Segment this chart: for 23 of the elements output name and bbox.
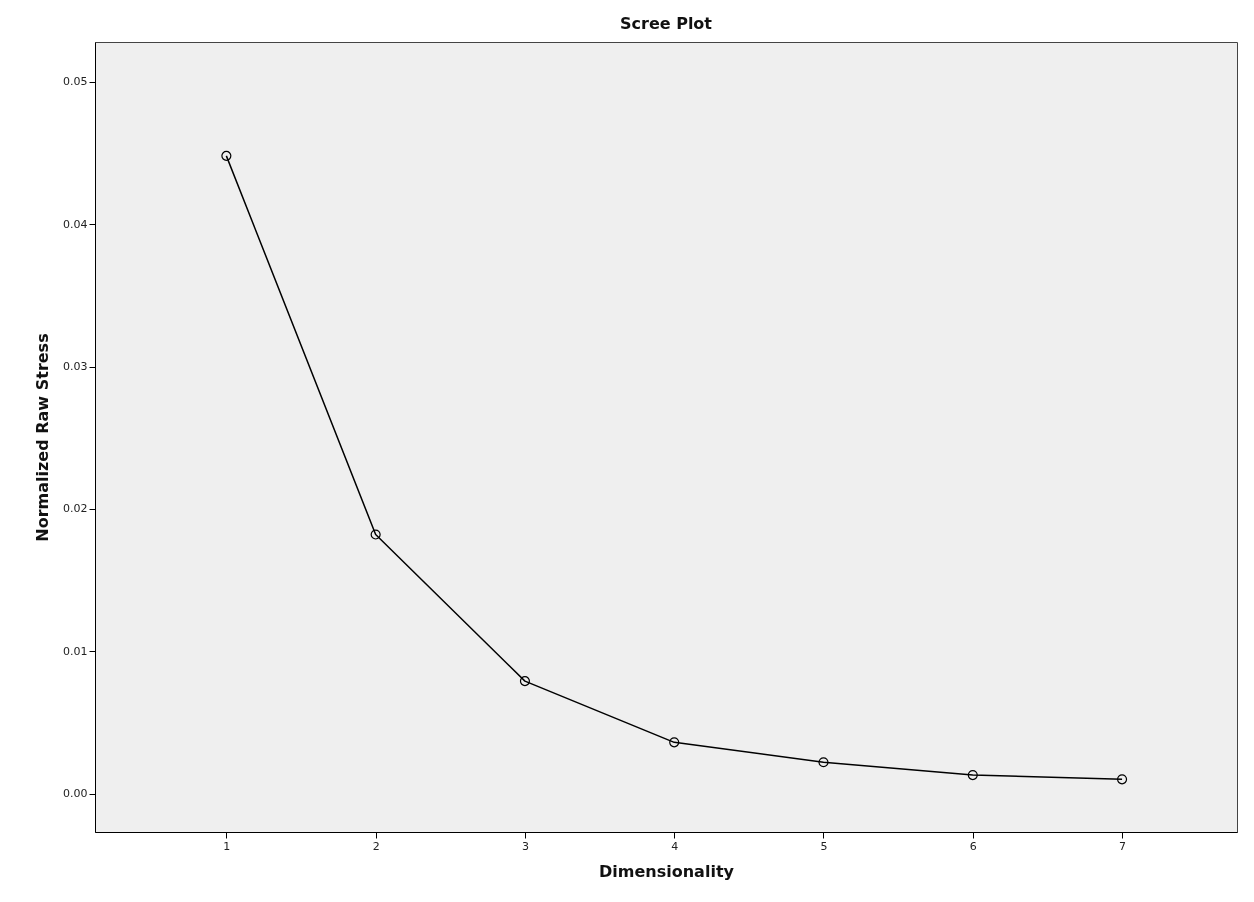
y-tick-label: 0.03: [63, 360, 88, 374]
point: [370, 529, 381, 540]
point: [669, 737, 680, 748]
x-axis-title: Dimensionality: [599, 861, 735, 881]
point: [967, 770, 978, 781]
y-tick-label: 0.05: [63, 75, 88, 89]
y-tick-label: 0.00: [63, 787, 88, 801]
x-tick-label: 1: [223, 839, 231, 853]
y-tick-label: 0.01: [63, 644, 88, 658]
y-axis-title: Normalized Raw Stress: [33, 333, 53, 542]
x-tick-label: 5: [820, 839, 828, 853]
x-tick-label: 2: [372, 839, 380, 853]
point: [818, 757, 829, 768]
y-tick-label: 0.02: [63, 502, 88, 516]
x-tick-label: 4: [671, 839, 679, 853]
y-tick-label: 0.04: [63, 217, 88, 231]
x-tick-label: 7: [1119, 839, 1127, 853]
point: [221, 150, 232, 161]
x-tick-label: 3: [521, 839, 529, 853]
x-tick-label: 6: [969, 839, 977, 853]
point: [519, 676, 530, 687]
chart-title: Scree Plot: [619, 14, 713, 33]
point: [1116, 774, 1128, 785]
